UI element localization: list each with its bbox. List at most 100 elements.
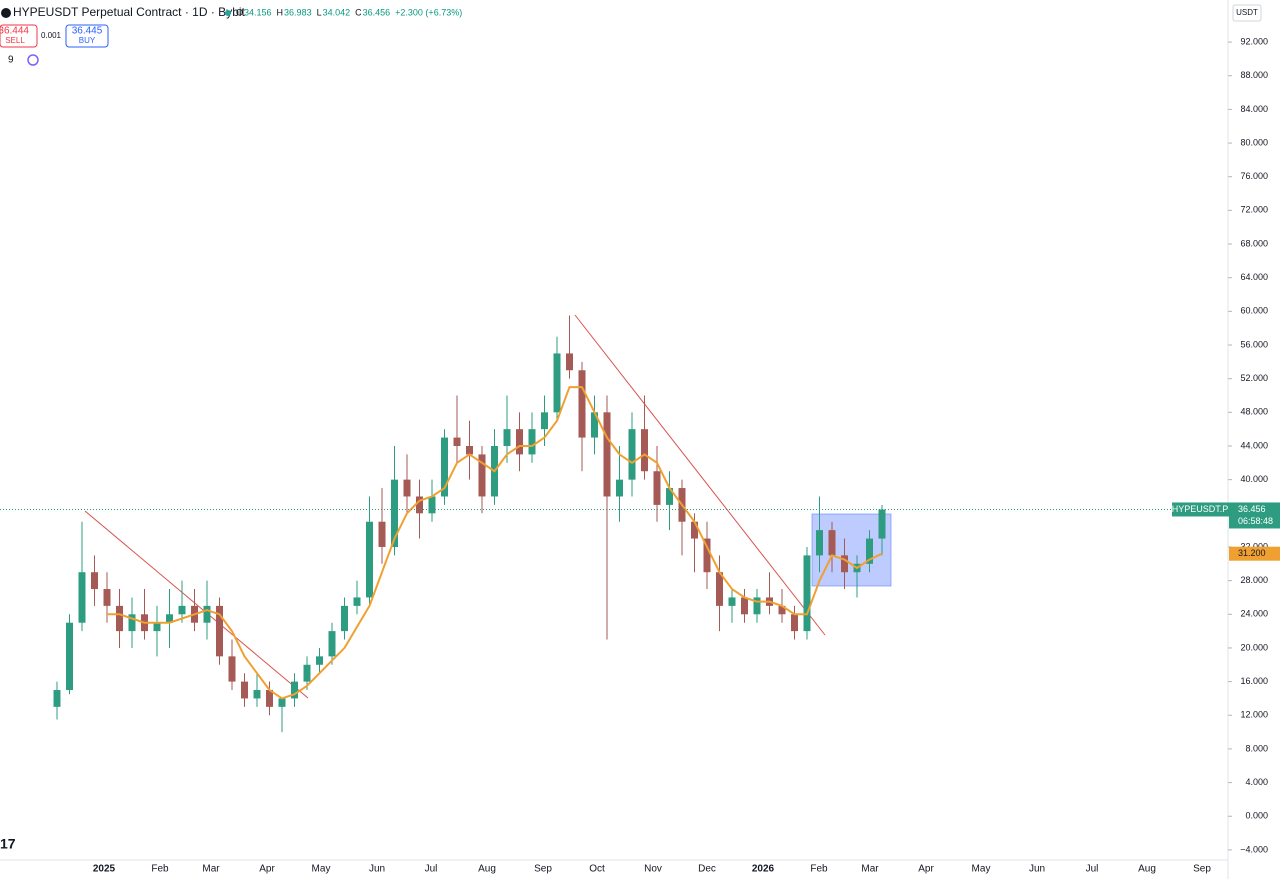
x-tick-label: Sep [534, 864, 552, 875]
candle-body [391, 479, 398, 547]
y-tick-label: 0.000 [1245, 811, 1268, 821]
ohlc-value: 36.456 [363, 7, 391, 17]
ma-tag-label: 31.200 [1238, 548, 1266, 558]
y-tick-label: 80.000 [1240, 137, 1268, 147]
y-tick-label: 84.000 [1240, 104, 1268, 114]
candle-body [178, 605, 186, 615]
candle-body [703, 538, 711, 573]
candle-body [66, 622, 73, 691]
candle-body [791, 614, 798, 632]
candle-body [841, 555, 848, 573]
candle-body [153, 622, 161, 632]
candle-body [741, 597, 748, 615]
candle-body [53, 690, 61, 707]
candle-body [816, 530, 823, 556]
candle-body [728, 597, 736, 606]
x-tick-label: Mar [202, 864, 220, 875]
candle-body [803, 555, 811, 632]
sell-label: SELL [5, 36, 25, 45]
candle-body [403, 479, 411, 497]
candle-body [478, 454, 486, 497]
candle-body [278, 698, 286, 707]
y-tick-label: 8.000 [1245, 743, 1268, 753]
candle-body [691, 521, 698, 539]
y-tick-label: 12.000 [1240, 710, 1268, 720]
currency-box[interactable] [1232, 4, 1262, 22]
x-tick-label: Apr [918, 864, 934, 875]
chart-title: HYPEUSDT Perpetual Contract · 1D · Bybit [13, 5, 246, 19]
buy-button[interactable] [65, 24, 109, 48]
y-tick-label: 16.000 [1240, 676, 1268, 686]
candle-body [603, 412, 611, 497]
candle-body [716, 572, 723, 606]
candle-body [166, 614, 173, 623]
ohlc-key: C [355, 7, 362, 17]
candle-body [316, 656, 323, 665]
candle-body [328, 631, 336, 657]
candle-body [466, 445, 473, 455]
candle-body [578, 370, 586, 438]
candle-body [203, 605, 211, 623]
buy-price: 36.445 [72, 26, 103, 37]
y-tick-label: 52.000 [1240, 373, 1268, 383]
candle-body [341, 605, 348, 632]
spread: 0.001 [41, 31, 62, 40]
x-tick-label: 2025 [93, 864, 116, 875]
candle-body [566, 353, 573, 371]
candle-body [866, 538, 873, 564]
candle-body [828, 530, 836, 556]
symbol-icon [1, 8, 11, 18]
y-tick-label: 28.000 [1240, 575, 1268, 585]
candle-body [753, 597, 761, 615]
candle-body [416, 496, 423, 514]
candle-body [878, 509, 886, 539]
symbol-tag [1172, 502, 1229, 517]
indicator-icon[interactable] [27, 54, 39, 66]
candle-body [553, 353, 561, 413]
x-tick-label: Nov [644, 864, 662, 875]
ohlc-value: 34.156 [244, 7, 272, 17]
sell-price: 36.444 [0, 26, 29, 37]
y-tick-label: 32.000 [1240, 541, 1268, 551]
y-tick-label: 56.000 [1240, 339, 1268, 349]
candle-body [353, 597, 361, 606]
candle-body [428, 496, 436, 514]
x-tick-label: Jul [1086, 864, 1099, 875]
buy-label: BUY [79, 36, 96, 45]
candle-body [628, 429, 636, 480]
status-dot [225, 10, 231, 16]
candle-body [128, 614, 136, 632]
candle-body [666, 488, 673, 505]
candle-body [453, 437, 461, 446]
candle-body [503, 429, 511, 446]
trend-line [574, 314, 826, 636]
x-tick-label: Jun [1029, 864, 1045, 875]
x-tick-label: Feb [151, 864, 169, 875]
candle-body [616, 479, 623, 497]
indicator-label: 9 [8, 55, 14, 66]
moving-average [107, 386, 883, 700]
currency: USDT [1236, 8, 1258, 17]
candle-body [216, 605, 223, 657]
candle-body [516, 429, 523, 455]
x-tick-label: Sep [1193, 864, 1211, 875]
sell-button[interactable] [0, 24, 38, 48]
candle-body [91, 572, 98, 590]
candle-body [266, 690, 273, 707]
ohlc-value: +2.300 (+6.73%) [395, 7, 462, 17]
ohlc-legend: O 34.156 H 36.983 L 34.042 C 36.456 +2.300 (+6.7… [236, 7, 462, 17]
candle-body [366, 521, 373, 598]
y-tick-label: 76.000 [1240, 171, 1268, 181]
ohlc-value: 36.983 [284, 7, 312, 17]
y-tick-label: 20.000 [1240, 642, 1268, 652]
logo: 17 [0, 836, 16, 852]
timer-label: 06:58:48 [1238, 516, 1273, 526]
ma-tag [1229, 546, 1280, 561]
ohlc-key: O [236, 7, 243, 17]
candle-body [228, 656, 236, 682]
y-tick-label: 68.000 [1240, 238, 1268, 248]
candle-body [378, 521, 386, 547]
candle-body [303, 664, 311, 682]
